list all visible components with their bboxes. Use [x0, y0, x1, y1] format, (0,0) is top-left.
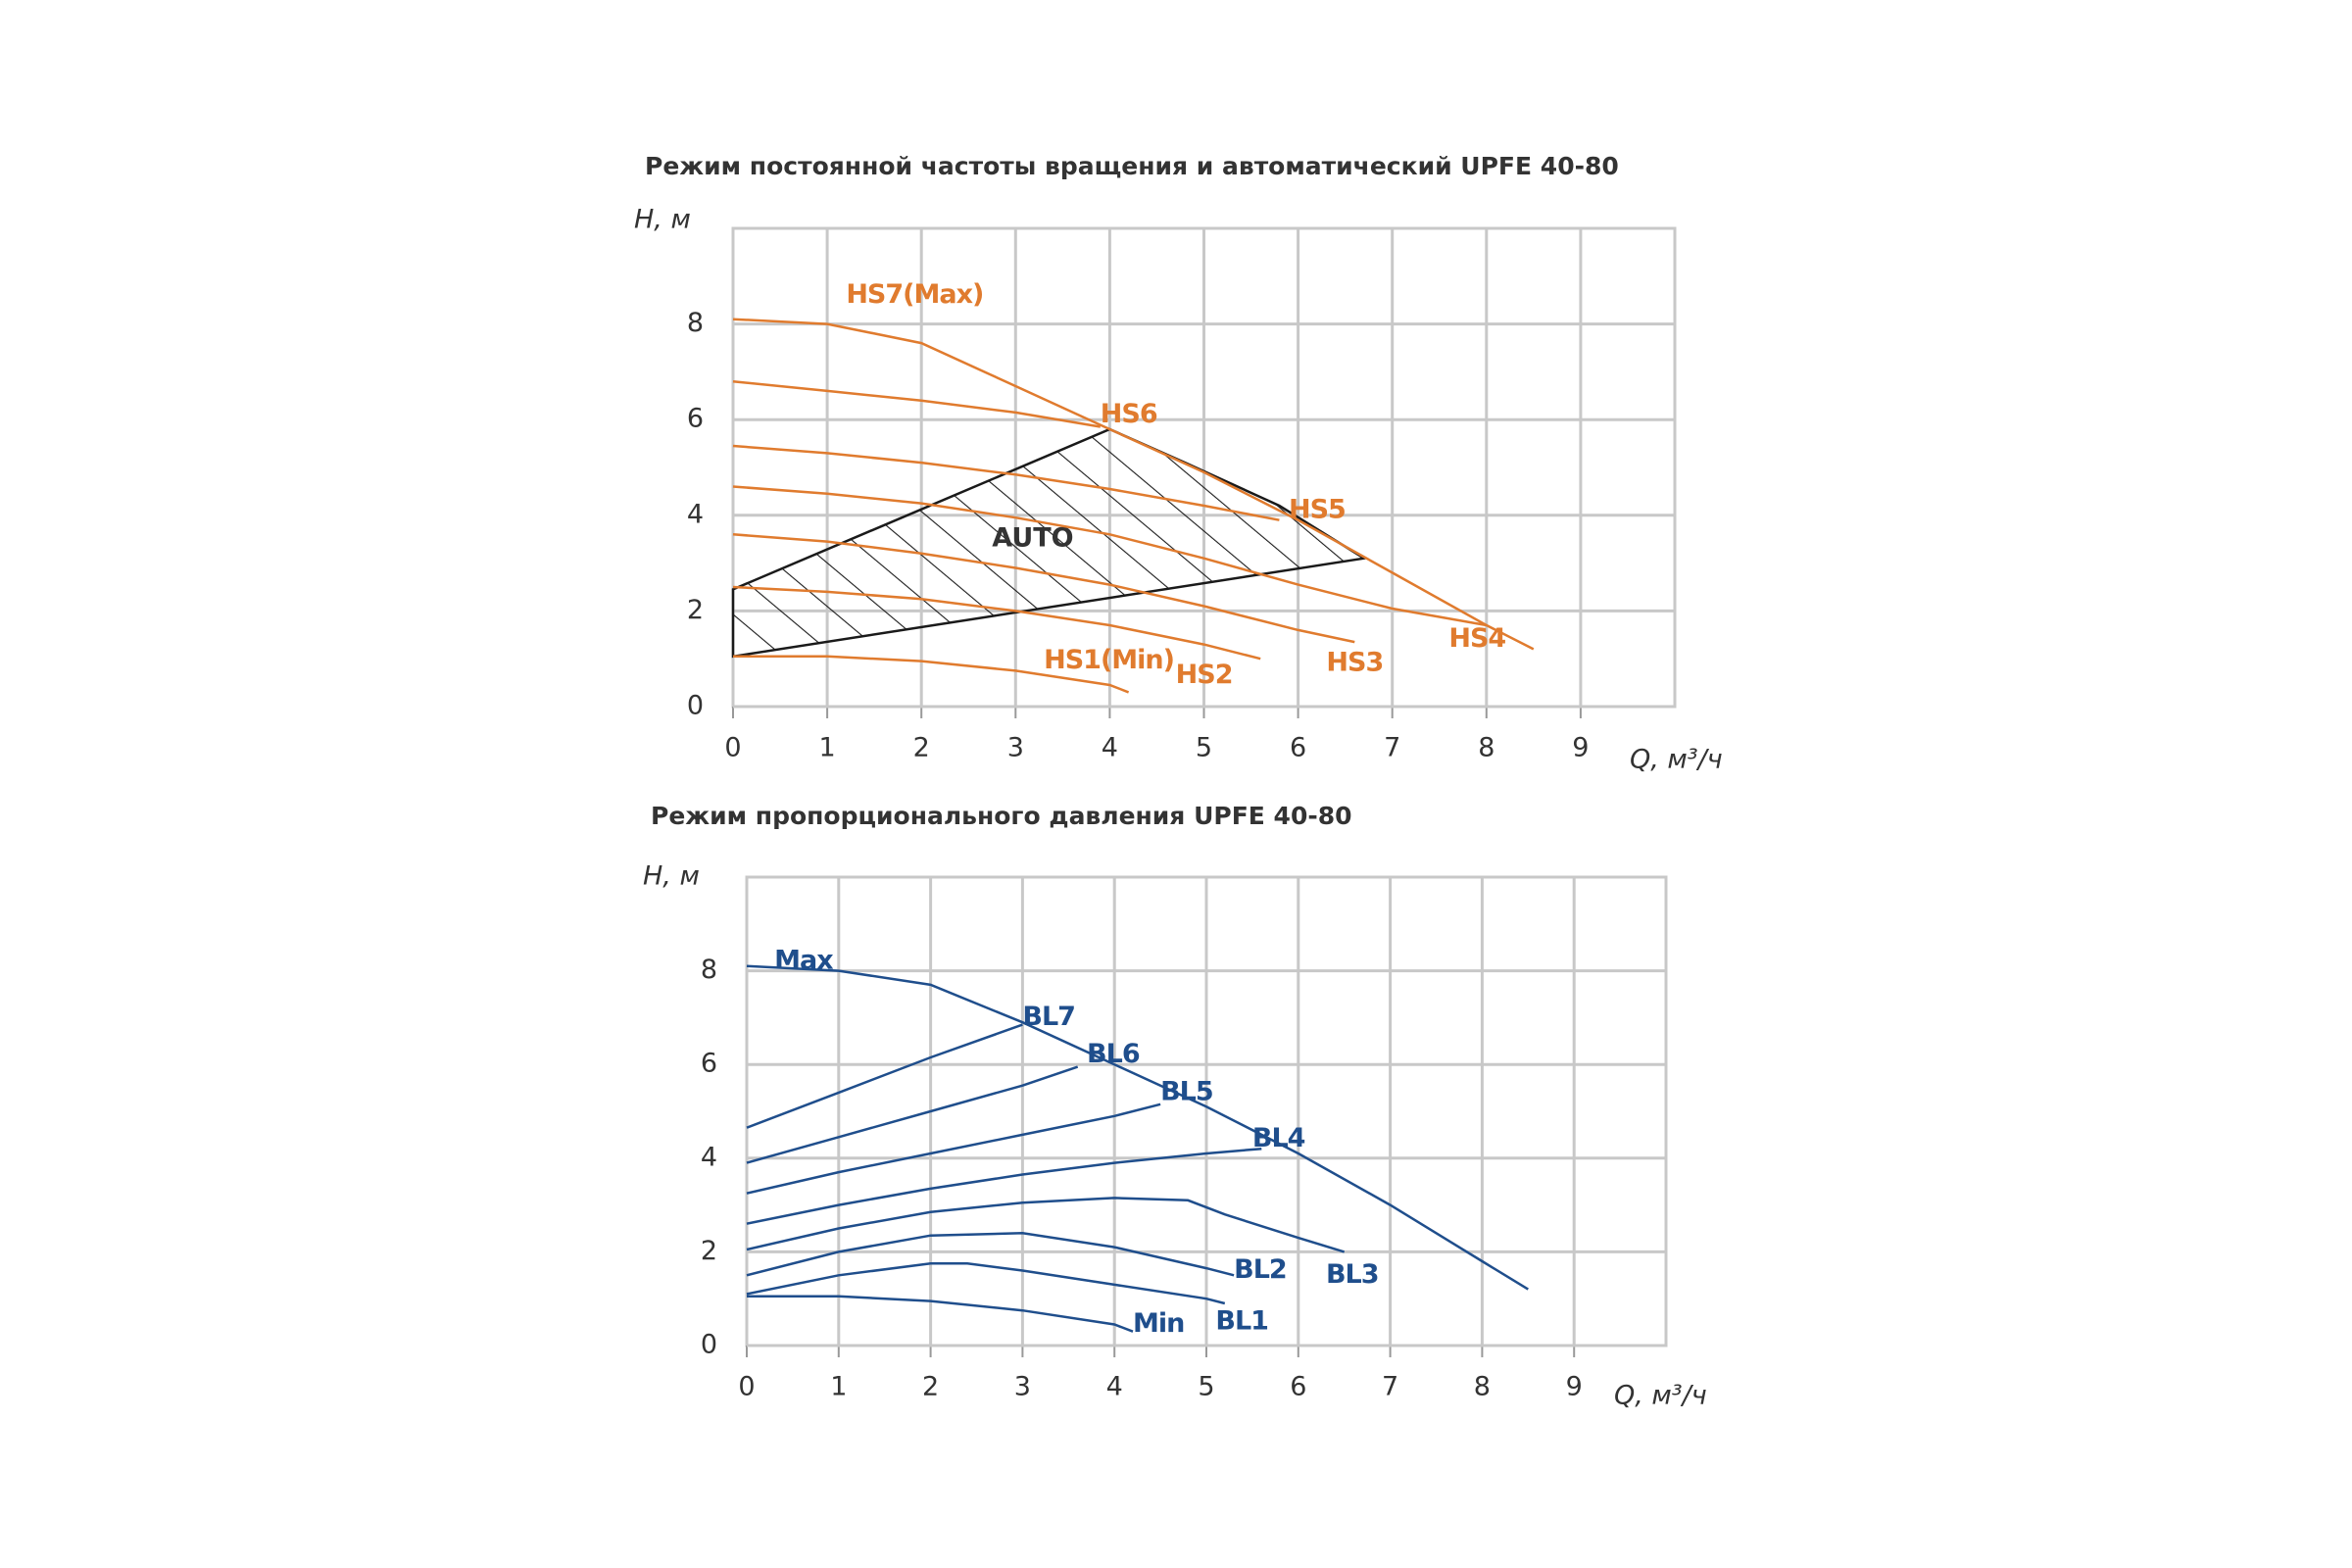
x-tick-label: 1 — [830, 1372, 847, 1402]
curve-label: BL4 — [1252, 1123, 1305, 1153]
x-tick-label: 9 — [1566, 1372, 1583, 1402]
x-tick-label: 3 — [1007, 733, 1024, 763]
x-tick-label: 3 — [1014, 1372, 1031, 1402]
y-tick-label: 2 — [701, 1236, 717, 1266]
x-tick-label: 7 — [1382, 1372, 1398, 1402]
curve-label: HS3 — [1326, 648, 1383, 678]
curve — [746, 1232, 1235, 1277]
y-tick-label: 8 — [687, 308, 704, 338]
chart-title: Режим пропорционального давления UPFE 40… — [651, 802, 1352, 830]
x-tick-label: 6 — [1290, 733, 1306, 763]
curve — [732, 533, 1355, 644]
curve-label: BL7 — [1022, 1002, 1075, 1032]
curve — [746, 1147, 1262, 1225]
x-tick-label: 7 — [1384, 733, 1400, 763]
curve-label: HS5 — [1289, 494, 1346, 524]
y-tick-label: 2 — [687, 595, 704, 625]
curve — [746, 964, 1529, 1291]
curve-label: HS7(Max) — [846, 279, 983, 310]
x-tick-label: 1 — [819, 733, 836, 763]
curve — [746, 1065, 1079, 1164]
y-tick-label: 8 — [701, 955, 717, 985]
curve-label: AUTO — [992, 523, 1073, 554]
y-tick-label: 4 — [701, 1142, 717, 1172]
curve-label: HS6 — [1101, 399, 1157, 429]
curve-label: BL5 — [1160, 1076, 1213, 1106]
curve-label: HS2 — [1176, 660, 1233, 690]
curve — [733, 655, 1130, 694]
x-tick-label: 5 — [1196, 733, 1212, 763]
x-tick-label: 6 — [1290, 1372, 1306, 1402]
curve — [746, 1197, 1346, 1253]
y-tick-label: 0 — [687, 691, 704, 721]
curve — [732, 444, 1280, 521]
curve — [746, 1023, 1023, 1129]
curve-label: HS4 — [1448, 623, 1505, 654]
x-tick-label: 4 — [1106, 1372, 1123, 1402]
x-tick-label: 5 — [1198, 1372, 1214, 1402]
curve — [732, 585, 1261, 661]
x-tick-label: 2 — [922, 1372, 939, 1402]
curve — [732, 379, 1102, 428]
curve-label: BL6 — [1087, 1039, 1140, 1069]
y-tick-label: 0 — [701, 1330, 717, 1360]
chart-title: Режим постоянной частоты вращения и авто… — [645, 152, 1619, 180]
curve-label: Max — [774, 946, 833, 976]
x-tick-label: 0 — [724, 733, 741, 763]
curve — [732, 318, 1535, 651]
x-tick-label: 8 — [1478, 733, 1494, 763]
curve — [746, 1102, 1161, 1195]
x-axis-label: Q, м³/ч — [1630, 745, 1723, 775]
x-axis-label: Q, м³/ч — [1614, 1381, 1707, 1411]
x-tick-label: 0 — [738, 1372, 755, 1402]
x-tick-label: 8 — [1474, 1372, 1491, 1402]
y-axis-label: H, м — [643, 861, 700, 892]
curve-label: BL2 — [1234, 1254, 1287, 1285]
curve-label: HS1(Min) — [1044, 645, 1174, 675]
curve-label: BL1 — [1215, 1306, 1268, 1337]
y-tick-label: 4 — [687, 499, 704, 529]
curve — [746, 1262, 1226, 1305]
x-tick-label: 4 — [1102, 733, 1118, 763]
curve-label: BL3 — [1326, 1259, 1379, 1290]
curve-label: Min — [1133, 1308, 1184, 1339]
y-tick-label: 6 — [687, 404, 704, 434]
curve — [747, 1295, 1134, 1333]
x-tick-label: 9 — [1572, 733, 1589, 763]
y-tick-label: 6 — [701, 1049, 717, 1079]
y-axis-label: H, м — [634, 205, 691, 235]
x-tick-label: 2 — [913, 733, 930, 763]
curve — [732, 485, 1488, 627]
